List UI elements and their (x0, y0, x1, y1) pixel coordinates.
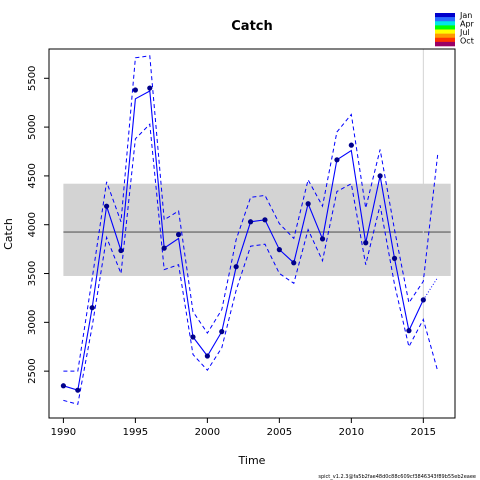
y-axis-label: Catch (2, 218, 15, 250)
catch-point (406, 328, 412, 334)
chart-title: Catch (231, 19, 273, 34)
catch-point (319, 236, 326, 242)
y-tick-label: 2500 (27, 358, 38, 383)
legend-color-swatch (435, 21, 455, 26)
y-tick-label: 5500 (27, 66, 38, 91)
series-layer (60, 55, 439, 405)
catch-point (89, 305, 95, 311)
catch-point (103, 203, 110, 209)
legend-color-swatch (435, 41, 455, 47)
y-tick-label: 4500 (27, 163, 38, 188)
catch-point (233, 264, 239, 270)
prediction-line (422, 277, 439, 301)
upper-ci-line (63, 55, 439, 372)
catch-point (175, 231, 182, 238)
catch-point (420, 297, 426, 303)
msy-band (63, 183, 451, 276)
y-tick-label: 3500 (27, 261, 38, 286)
legend-month-label: Oct (460, 37, 474, 46)
catch-point (348, 142, 354, 148)
catch-point (190, 334, 196, 340)
legend-color-swatch (435, 13, 455, 18)
catch-point (204, 353, 210, 359)
catch-point (247, 219, 254, 225)
legend-month-label: Apr (460, 20, 475, 29)
catch-point (334, 157, 340, 163)
catch-point (75, 387, 81, 393)
catch-point (291, 260, 297, 266)
y-tick-label: 4000 (27, 212, 38, 237)
estimate-line (63, 90, 424, 391)
msy-layer (63, 49, 451, 418)
catch-point (305, 201, 311, 207)
legend-color-swatch (435, 17, 455, 22)
y-tick-label: 3000 (27, 310, 38, 335)
legend-color-swatch (435, 33, 455, 39)
plot-frame (48, 48, 456, 419)
x-tick-label: 1990 (51, 427, 76, 438)
catch-point (132, 87, 138, 93)
legend-color-swatch (435, 25, 455, 30)
catch-point (276, 247, 282, 253)
x-tick-label: 2015 (411, 427, 436, 438)
y-axis: 2500 3000 3500 4000 4500 5000 5500 (27, 66, 49, 384)
catch-point (118, 247, 124, 254)
x-tick-label: 1995 (123, 427, 148, 438)
lower-ci-line (63, 123, 439, 405)
catch-point (262, 217, 268, 223)
catch-point (219, 329, 225, 335)
footer-version: spict_v1.2.3@fa5b2fae48d0c88c609cf384634… (318, 474, 476, 480)
catch-point (60, 383, 66, 389)
catch-point (147, 85, 153, 91)
catch-point (363, 240, 369, 246)
x-axis-label: Time (238, 454, 266, 467)
catch-point (391, 255, 398, 261)
legend-month-label: Jan (459, 11, 472, 20)
legend-color-swatch (435, 37, 455, 43)
x-tick-label: 2010 (339, 427, 364, 438)
x-axis: 1990 1995 2000 2005 2010 2015 (51, 418, 436, 438)
catch-point (161, 245, 167, 251)
legend-color-swatch (435, 29, 455, 34)
y-tick-label: 5000 (27, 114, 38, 139)
legend-month-label: Jul (459, 28, 470, 37)
catch-point (377, 173, 383, 179)
x-tick-label: 2005 (267, 427, 292, 438)
x-tick-label: 2000 (195, 427, 220, 438)
